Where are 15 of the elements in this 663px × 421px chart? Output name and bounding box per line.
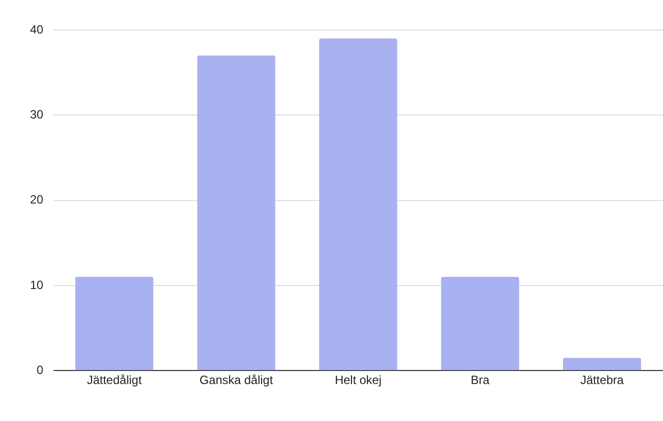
y-tick-label: 30 — [30, 107, 44, 122]
x-tick-label: Jättedåligt — [86, 373, 142, 388]
y-tick-label: 0 — [36, 362, 44, 377]
x-tick-label: Jättebra — [580, 373, 624, 388]
bar — [441, 276, 520, 370]
bar — [197, 56, 276, 370]
y-tick-label: 20 — [30, 192, 44, 207]
y-tick-label: 10 — [30, 278, 44, 292]
x-tick-label: Ganska dåligt — [200, 373, 274, 388]
x-tick-label: Bra — [470, 373, 490, 388]
x-tick-label: Helt okej — [334, 373, 382, 388]
bar — [75, 276, 154, 370]
bar — [563, 358, 642, 370]
y-tick-label: 40 — [30, 22, 44, 36]
bar — [319, 38, 398, 370]
